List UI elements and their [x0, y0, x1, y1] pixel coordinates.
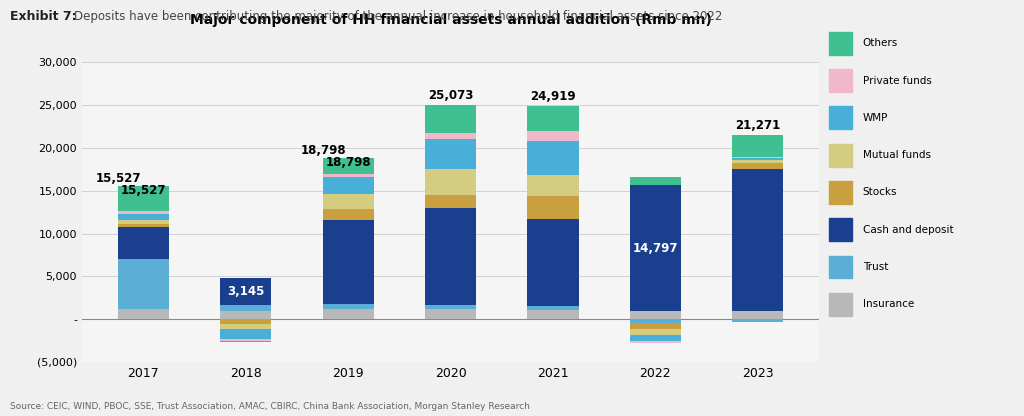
Bar: [630, 323, 681, 329]
Bar: [220, 277, 271, 305]
Text: 14,797: 14,797: [633, 242, 678, 255]
Bar: [732, 319, 783, 322]
Bar: [829, 144, 852, 166]
Bar: [425, 208, 476, 305]
Text: 21,271: 21,271: [735, 119, 780, 132]
Bar: [425, 309, 476, 319]
Text: Private funds: Private funds: [862, 76, 932, 86]
Bar: [323, 304, 374, 309]
Bar: [323, 177, 374, 194]
Bar: [323, 173, 374, 177]
Bar: [118, 214, 169, 220]
Text: WMP: WMP: [862, 113, 888, 123]
Text: Deposits have been contributing the majority of the annual increase in household: Deposits have been contributing the majo…: [74, 10, 722, 23]
Bar: [118, 224, 169, 227]
Bar: [829, 32, 852, 54]
Bar: [732, 134, 783, 156]
Text: 18,798: 18,798: [326, 156, 371, 169]
Text: Stocks: Stocks: [862, 188, 897, 198]
Bar: [527, 310, 579, 319]
Bar: [220, 305, 271, 311]
Bar: [527, 141, 579, 176]
Bar: [527, 219, 579, 306]
Text: Source: CEIC, WIND, PBOC, SSE, Trust Association, AMAC, CBIRC, China Bank Associ: Source: CEIC, WIND, PBOC, SSE, Trust Ass…: [10, 402, 530, 411]
Bar: [630, 177, 681, 185]
Bar: [425, 139, 476, 169]
Bar: [732, 156, 783, 158]
Bar: [323, 158, 374, 173]
Bar: [732, 168, 783, 312]
Bar: [527, 196, 579, 219]
Text: Cash and deposit: Cash and deposit: [862, 225, 953, 235]
Text: 15,527: 15,527: [121, 184, 166, 197]
Text: Exhibit 7:: Exhibit 7:: [10, 10, 77, 23]
Bar: [630, 319, 681, 323]
Bar: [425, 195, 476, 208]
Text: 24,919: 24,919: [530, 90, 575, 103]
Bar: [118, 227, 169, 259]
Bar: [323, 209, 374, 220]
Bar: [425, 134, 476, 139]
Text: Mutual funds: Mutual funds: [862, 150, 931, 160]
Bar: [829, 256, 852, 278]
Bar: [220, 329, 271, 339]
Bar: [630, 335, 681, 341]
Bar: [220, 324, 271, 329]
Bar: [829, 106, 852, 129]
Bar: [220, 319, 271, 324]
Bar: [118, 220, 169, 224]
Text: Trust: Trust: [862, 262, 888, 272]
Text: 18,798: 18,798: [300, 144, 346, 157]
Text: Insurance: Insurance: [862, 300, 913, 310]
Text: 15,527: 15,527: [96, 172, 141, 186]
Text: Others: Others: [862, 38, 898, 48]
Bar: [323, 220, 374, 304]
Text: 3,145: 3,145: [227, 285, 264, 297]
Bar: [829, 218, 852, 241]
Bar: [323, 194, 374, 209]
Bar: [527, 131, 579, 141]
Bar: [732, 163, 783, 168]
Bar: [118, 259, 169, 309]
Bar: [527, 106, 579, 131]
Bar: [630, 312, 681, 319]
Bar: [425, 305, 476, 309]
Bar: [220, 339, 271, 342]
Bar: [630, 329, 681, 335]
Bar: [425, 169, 476, 195]
Bar: [425, 104, 476, 134]
Bar: [829, 69, 852, 92]
Bar: [118, 309, 169, 319]
Bar: [630, 341, 681, 343]
Bar: [732, 160, 783, 163]
Bar: [732, 158, 783, 160]
Bar: [118, 211, 169, 214]
Bar: [118, 186, 169, 211]
Bar: [323, 309, 374, 319]
Title: Major component of HH financial assets annual addition (Rmb mn): Major component of HH financial assets a…: [189, 12, 712, 27]
Bar: [527, 306, 579, 310]
Bar: [220, 311, 271, 319]
Bar: [527, 176, 579, 196]
Text: 25,073: 25,073: [428, 89, 473, 102]
Bar: [732, 312, 783, 319]
Bar: [829, 181, 852, 204]
Bar: [829, 293, 852, 316]
Bar: [630, 185, 681, 312]
